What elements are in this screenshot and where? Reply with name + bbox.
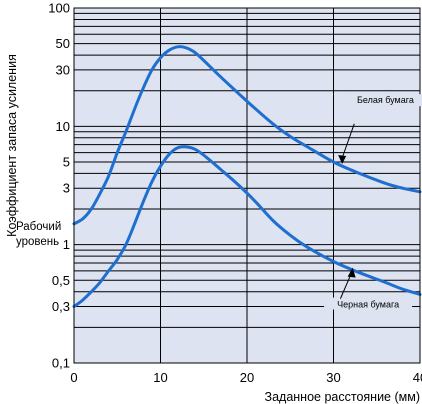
x-tick-label: 0 (70, 370, 77, 385)
annotation-white-paper-arrowhead (338, 155, 347, 165)
series-group (72, 45, 422, 308)
y-axis-label: Коэффициент запаса усиления (5, 54, 19, 237)
y-tick-label: 1 (63, 237, 70, 252)
y-tick-label: 0,5 (52, 273, 70, 288)
annotation-black-paper-arrow (339, 272, 353, 299)
y-tick-label: 10 (56, 119, 70, 134)
annotation-black-paper: Черная бумага (324, 267, 413, 310)
annotation-white-paper: Белая бумага (338, 94, 422, 165)
annotation-white-paper-arrow (341, 123, 355, 159)
annotation-black-paper-arrowhead (347, 267, 356, 278)
x-axis-label: Заданное расстояние (мм) (265, 390, 420, 404)
annotation-black-paper-label: Черная бумага (337, 300, 399, 310)
y-tick-label: 50 (56, 36, 70, 51)
x-tick-label: 40 (413, 370, 422, 385)
y-tick-label: 30 (56, 62, 70, 77)
operating-level-label-line1: Рабочий (16, 221, 61, 233)
y-tick-label: 0,3 (52, 299, 70, 314)
annotation-white-paper-label: Белая бумага (357, 95, 414, 105)
y-tick-label: 100 (48, 1, 70, 16)
operating-level-label-line2: уровень (16, 236, 59, 248)
y-tick-label: 3 (63, 181, 70, 196)
annotation-white-paper-bg (345, 94, 422, 107)
series-line-black-paper (72, 145, 422, 308)
y-tick-labels: 0,1 0,3 0,5 1 3 5 10 30 50 100 (48, 1, 70, 371)
x-tick-label: 20 (240, 370, 254, 385)
x-tick-label: 10 (153, 370, 167, 385)
annotation-black-paper-bg (324, 297, 413, 310)
x-tick-labels: 0 10 20 30 40 (70, 370, 422, 385)
plot-border (73, 7, 421, 364)
x-tick-label: 30 (326, 370, 340, 385)
series-line-white-paper (72, 45, 422, 226)
y-tick-label: 5 (63, 154, 70, 169)
y-tick-label: 0,1 (52, 356, 70, 371)
